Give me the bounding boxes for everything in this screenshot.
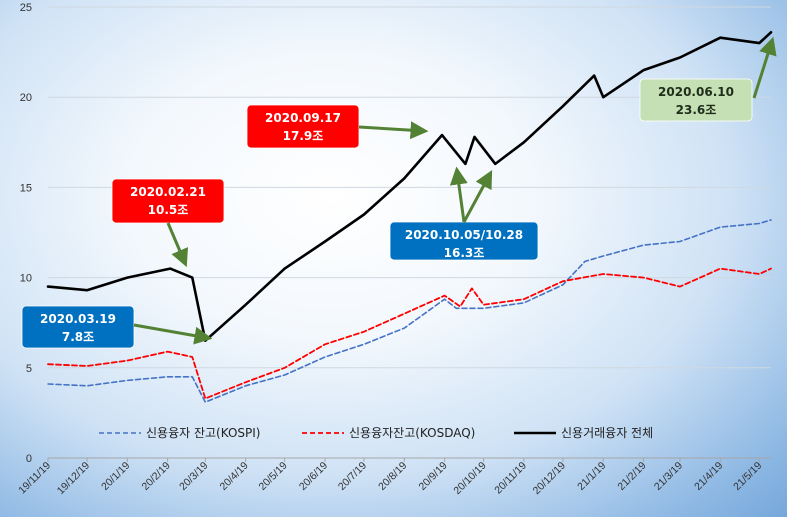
legend-label-total: 신용거래융자 전체 xyxy=(561,426,653,440)
x-tick-label: 20/6/19 xyxy=(297,460,330,493)
series-line-kosdaq xyxy=(47,267,772,400)
annotation-box xyxy=(639,78,753,122)
y-tick-label: 15 xyxy=(20,182,32,194)
series-line-total xyxy=(46,30,773,342)
y-axis-ticks: 0 5 10 15 20 25 xyxy=(20,2,32,465)
y-tick-label: 0 xyxy=(26,453,32,465)
y-tick-label: 25 xyxy=(20,2,32,14)
x-axis-ticks: 19/11/19 19/12/19 20/1/19 20/2/19 20/3/19 20/… xyxy=(16,458,765,497)
x-tick-label: 20/11/19 xyxy=(492,460,529,497)
legend-label-kosdaq: 신용융자잔고(KOSDAQ) xyxy=(349,426,475,440)
annotation-date: 2020.10.05/10.28 xyxy=(405,228,523,242)
annotation-arrow xyxy=(752,36,777,99)
annotation-arrow xyxy=(449,166,468,223)
annotation-date: 2020.03.19 xyxy=(40,312,116,326)
annotation-value: 7.8조 xyxy=(62,330,94,344)
x-tick-label: 20/12/19 xyxy=(531,460,568,497)
x-tick-label: 20/10/19 xyxy=(451,460,488,497)
legend: 신용융자 잔고(KOSPI) 신용융자잔고(KOSDAQ) 신용거래융자 전체 xyxy=(99,426,653,440)
series-lines xyxy=(46,30,773,403)
y-tick-label: 20 xyxy=(20,92,32,104)
x-tick-label: 20/8/19 xyxy=(376,460,409,493)
annotation-arrow xyxy=(166,222,189,268)
annotation-date: 2020.02.21 xyxy=(130,185,206,199)
annotation-ann-1005: 2020.10.05/10.28 16.3조 xyxy=(389,166,539,261)
annotation-arrow xyxy=(133,323,213,345)
x-tick-label: 20/4/19 xyxy=(218,460,251,493)
annotation-date: 2020.06.10 xyxy=(658,85,734,99)
x-tick-label: 20/2/19 xyxy=(139,460,172,493)
annotation-value: 17.9조 xyxy=(283,129,324,143)
annotation-ann-0221: 2020.02.21 10.5조 xyxy=(111,178,225,268)
x-tick-label: 19/12/19 xyxy=(55,460,92,497)
y-tick-label: 5 xyxy=(26,363,32,375)
x-tick-label: 19/11/19 xyxy=(16,460,53,497)
annotation-box xyxy=(246,104,360,149)
x-tick-label: 21/1/19 xyxy=(575,460,608,493)
series-line-kospi xyxy=(47,219,772,403)
annotation-date: 2020.09.17 xyxy=(265,111,341,125)
annotations: 2020.02.21 10.5조 2020.03.19 7.8조 2020.09.17 1… xyxy=(21,36,777,349)
annotation-ann-0917: 2020.09.17 17.9조 xyxy=(246,104,429,149)
annotation-ann-0610: 2020.06.10 23.6조 xyxy=(639,36,777,122)
x-tick-label: 20/5/19 xyxy=(257,460,290,493)
y-tick-label: 10 xyxy=(20,273,32,285)
x-tick-label: 21/5/19 xyxy=(731,460,764,493)
annotation-value: 16.3조 xyxy=(444,246,485,260)
x-tick-label: 20/9/19 xyxy=(416,460,449,493)
annotation-arrow xyxy=(358,121,429,140)
annotation-box xyxy=(21,305,135,349)
x-tick-label: 21/4/19 xyxy=(692,460,725,493)
legend-label-kospi: 신용융자 잔고(KOSPI) xyxy=(146,426,260,440)
x-tick-label: 20/1/19 xyxy=(99,460,132,493)
annotation-ann-0319: 2020.03.19 7.8조 xyxy=(21,305,213,349)
annotation-value: 23.6조 xyxy=(676,103,717,117)
x-tick-label: 21/2/19 xyxy=(615,460,648,493)
annotation-arrow xyxy=(462,170,493,223)
x-tick-label: 20/3/19 xyxy=(177,460,210,493)
x-tick-label: 21/3/19 xyxy=(652,460,685,493)
annotation-value: 10.5조 xyxy=(148,203,189,217)
x-tick-label: 20/7/19 xyxy=(336,460,369,493)
